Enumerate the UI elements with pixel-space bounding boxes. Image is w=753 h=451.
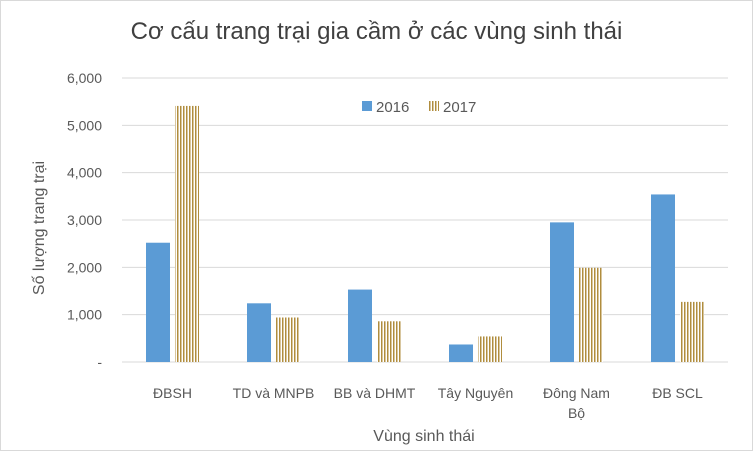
bar-2017-5: [680, 301, 704, 362]
x-axis-categories: ĐBSH TD và MNPB BB và DHMT Tây Nguyên Đông N…: [153, 385, 703, 421]
x-category-label: Bộ: [568, 405, 585, 421]
x-category-label: Tây Nguyên: [438, 385, 513, 401]
y-axis-label: Số lượng trang trại: [31, 161, 48, 295]
y-tick-label: 6,000: [67, 70, 102, 86]
bar-2017-2: [377, 321, 401, 362]
x-category-label: ĐB SCL: [652, 385, 703, 401]
x-axis-label: Vùng sinh thái: [373, 428, 474, 445]
legend-swatch-2016: [362, 101, 372, 111]
legend-label: 2017: [443, 99, 476, 116]
y-tick-label: 2,000: [67, 259, 102, 275]
y-axis-ticks: - 1,000 2,000 3,000 4,000 5,000 6,000: [67, 70, 102, 370]
bar-2016-4: [550, 222, 574, 362]
bar-2017-3: [478, 336, 502, 362]
x-category-label: Đông Nam: [543, 385, 610, 401]
bar-2016-1: [247, 303, 271, 362]
y-tick-label: 4,000: [67, 165, 102, 181]
bar-2016-5: [651, 194, 675, 362]
legend: 2016 2017: [362, 99, 476, 116]
bar-2016-0: [146, 242, 170, 362]
bars: [146, 105, 704, 362]
legend-label: 2016: [376, 99, 409, 116]
bar-2017-1: [276, 317, 300, 362]
y-tick-label: 3,000: [67, 212, 102, 228]
y-tick-label: 1,000: [67, 307, 102, 323]
bar-2016-2: [348, 289, 372, 362]
x-category-label: TD và MNPB: [233, 385, 315, 401]
y-tick-label: 5,000: [67, 117, 102, 133]
bar-2016-3: [449, 344, 473, 362]
legend-swatch-2017: [429, 101, 439, 111]
gridlines: [122, 77, 728, 363]
chart-title: Cơ cấu trang trại gia cầm ở các vùng sin…: [130, 18, 623, 45]
y-tick-label: -: [97, 354, 102, 370]
x-category-label: BB và DHMT: [334, 385, 416, 401]
bar-2017-0: [175, 105, 199, 362]
x-category-label: ĐBSH: [153, 385, 192, 401]
bar-2017-4: [579, 267, 603, 362]
